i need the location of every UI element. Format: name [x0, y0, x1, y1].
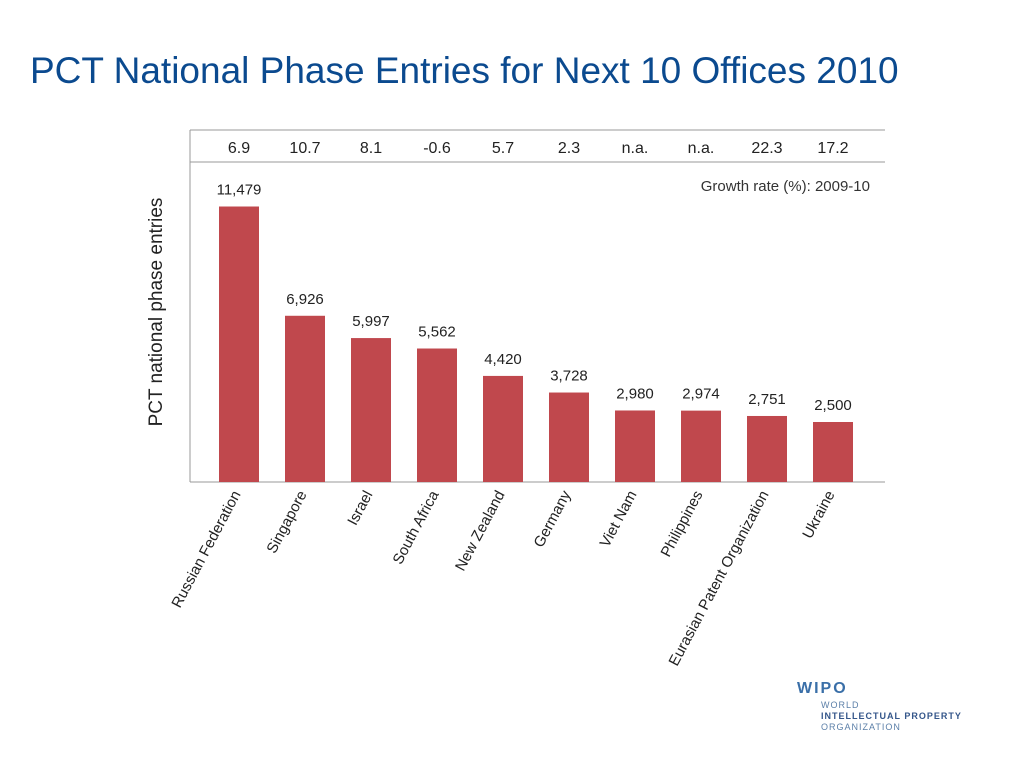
bar	[219, 206, 259, 482]
slide-title: PCT National Phase Entries for Next 10 O…	[30, 50, 899, 91]
bar-value-label: 5,562	[418, 324, 456, 341]
category-label: South Africa	[390, 487, 443, 567]
bar	[615, 410, 655, 482]
growth-rate-value: 8.1	[360, 140, 382, 157]
growth-rate-value: n.a.	[622, 140, 649, 157]
bar-value-label: 4,420	[484, 351, 522, 368]
category-label: New Zealand	[452, 488, 509, 574]
growth-rate-value: 10.7	[289, 140, 320, 157]
growth-rate-value: 17.2	[817, 140, 848, 157]
growth-rate-value: n.a.	[688, 140, 715, 157]
growth-rate-value: 22.3	[751, 140, 782, 157]
growth-rate-value: 2.3	[558, 140, 580, 157]
y-axis-title: PCT national phase entries	[146, 198, 167, 427]
bar	[549, 392, 589, 482]
category-label: Ukraine	[799, 488, 838, 542]
bar-value-label: 5,997	[352, 313, 390, 330]
logo-line-organization: ORGANIZATION	[821, 722, 901, 732]
growth-rate-value: 6.9	[228, 140, 250, 157]
bar	[681, 410, 721, 482]
growth-rate-value: -0.6	[423, 140, 451, 157]
category-label: Germany	[531, 487, 575, 550]
logo-acronym: WIPO	[797, 680, 848, 697]
growth-rate-label: Growth rate (%): 2009-10	[701, 178, 870, 195]
category-label: Israel	[344, 488, 376, 528]
bar-value-label: 3,728	[550, 368, 588, 385]
bar	[351, 338, 391, 482]
logo-line-world: WORLD	[821, 700, 860, 710]
bar-value-label: 2,751	[748, 391, 786, 408]
bar	[483, 375, 523, 482]
bar	[285, 315, 325, 482]
category-label: Singapore	[263, 488, 310, 556]
logo-line-intellectual-property: INTELLECTUAL PROPERTY	[821, 711, 962, 721]
bar-value-label: 2,980	[616, 385, 654, 402]
bar	[747, 415, 787, 482]
growth-rate-value: 5.7	[492, 140, 514, 157]
bar-value-label: 11,479	[217, 182, 262, 199]
category-label: Russian Federation	[168, 488, 244, 611]
bar-value-label: 2,500	[814, 397, 852, 414]
category-label: Philippines	[657, 488, 706, 560]
category-label: Viet Nam	[597, 488, 641, 550]
bar	[813, 422, 853, 482]
wipo-logo: WIPO WORLD INTELLECTUAL PROPERTY ORGANIZ…	[797, 680, 997, 733]
bar-value-label: 2,974	[682, 386, 720, 403]
bar	[417, 348, 457, 482]
bar-value-label: 6,926	[286, 291, 324, 308]
